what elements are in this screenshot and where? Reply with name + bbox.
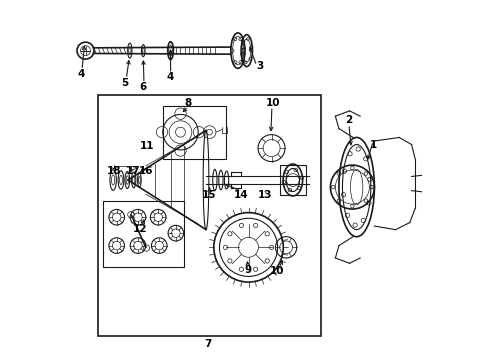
Text: 14: 14: [234, 190, 249, 200]
Text: 9: 9: [245, 265, 251, 275]
Bar: [280, 165, 306, 195]
Bar: [102, 201, 184, 267]
Bar: [98, 95, 321, 336]
Text: 2: 2: [345, 116, 352, 125]
Text: 18: 18: [107, 166, 121, 176]
Text: 17: 17: [126, 166, 141, 176]
Text: 11: 11: [140, 141, 155, 151]
Bar: [164, 105, 225, 159]
Text: 8: 8: [185, 98, 192, 108]
Text: 16: 16: [139, 166, 154, 176]
Text: 3: 3: [257, 61, 264, 71]
Text: 4: 4: [77, 69, 85, 79]
Text: 13: 13: [258, 190, 272, 200]
Text: 5: 5: [122, 77, 129, 87]
Text: 12: 12: [133, 224, 147, 234]
Text: 6: 6: [139, 82, 147, 92]
Text: 10: 10: [266, 98, 280, 108]
Text: 1: 1: [369, 140, 377, 149]
Text: 15: 15: [202, 190, 217, 200]
Text: 4: 4: [167, 72, 174, 82]
Text: 10: 10: [270, 266, 284, 276]
Text: 7: 7: [204, 339, 212, 349]
